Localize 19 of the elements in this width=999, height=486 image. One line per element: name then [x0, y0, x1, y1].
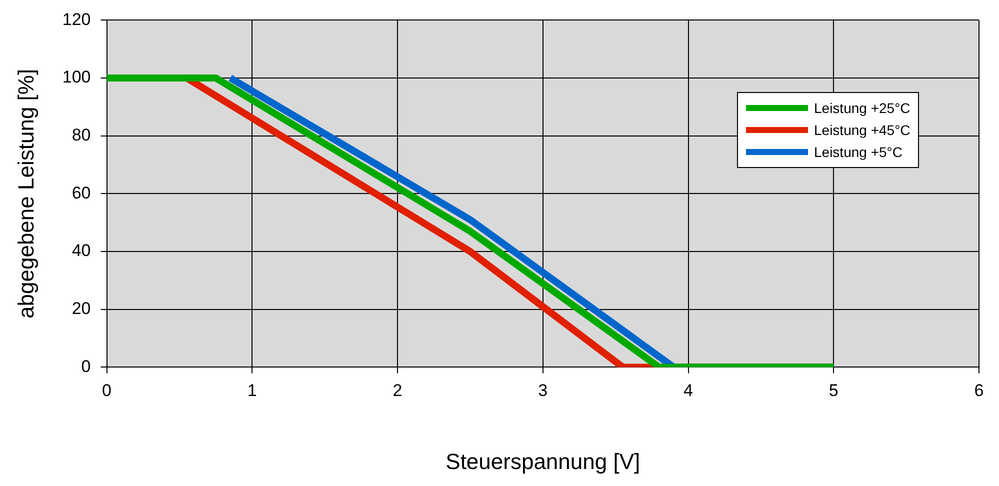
y-tick-label: 20	[72, 299, 91, 318]
x-axis-title: Steuerspannung [V]	[446, 448, 640, 474]
y-axis-title: abgegebene Leistung [%]	[13, 68, 38, 318]
legend-label: Leistung +45°C	[814, 122, 910, 138]
y-tick-label: 120	[62, 10, 91, 29]
legend-label: Leistung +5°C	[814, 144, 902, 160]
y-tick-label: 100	[62, 68, 91, 87]
x-tick-label: 6	[974, 381, 984, 400]
x-tick-label: 4	[684, 381, 693, 400]
y-tick-label: 80	[72, 126, 91, 145]
x-tick-label: 1	[247, 381, 257, 400]
y-tick-label: 40	[72, 241, 91, 260]
legend-label: Leistung +25°C	[814, 100, 910, 116]
y-tick-label: 0	[81, 356, 91, 376]
x-tick-label: 2	[392, 381, 402, 400]
x-tick-label: 5	[828, 381, 838, 400]
x-tick-label: 3	[538, 381, 548, 400]
x-tick-label: 0	[102, 381, 112, 400]
y-tick-label: 60	[72, 183, 91, 202]
